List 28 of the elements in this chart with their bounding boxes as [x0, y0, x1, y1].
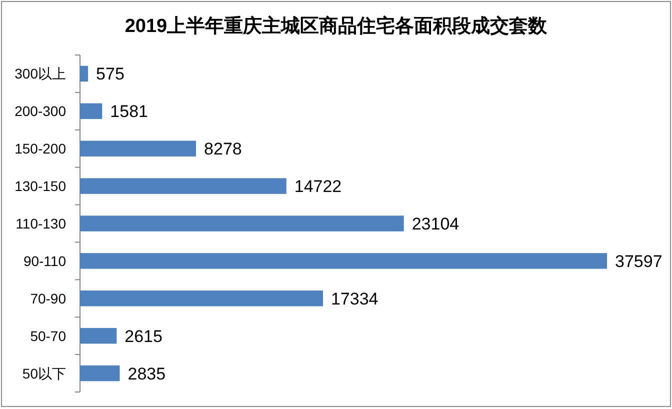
- bar: [80, 140, 196, 156]
- bar: [80, 66, 88, 82]
- chart-title: 2019上半年重庆主城区商品住宅各面积段成交套数: [124, 15, 548, 37]
- y-tick-label: 130-150: [14, 178, 66, 194]
- data-label: 37597: [615, 252, 662, 271]
- data-label: 8278: [204, 140, 242, 159]
- data-label: 17334: [330, 289, 378, 308]
- y-tick-label: 70-90: [30, 290, 66, 306]
- bar: [80, 290, 323, 306]
- data-label: 23104: [412, 214, 460, 234]
- y-tick-label: 300以上: [14, 66, 66, 82]
- bar: [80, 103, 102, 120]
- bar: [80, 178, 286, 194]
- bar: [80, 253, 607, 269]
- bar: [80, 216, 404, 232]
- y-tick-label: 110-130: [16, 216, 66, 232]
- data-label: 2835: [128, 364, 166, 384]
- bar: [80, 328, 117, 344]
- y-tick-label: 90-110: [23, 252, 66, 269]
- data-label: 14722: [294, 177, 342, 196]
- y-tick-label: 200-300: [14, 103, 66, 120]
- y-tick-label: 50-70: [30, 328, 66, 344]
- data-label: 575: [96, 64, 124, 84]
- y-tick-label: 50以下: [22, 365, 66, 382]
- y-tick-label: 150-200: [14, 140, 66, 157]
- data-label: 1581: [110, 102, 148, 122]
- bar: [80, 365, 120, 382]
- data-label: 2615: [124, 326, 162, 346]
